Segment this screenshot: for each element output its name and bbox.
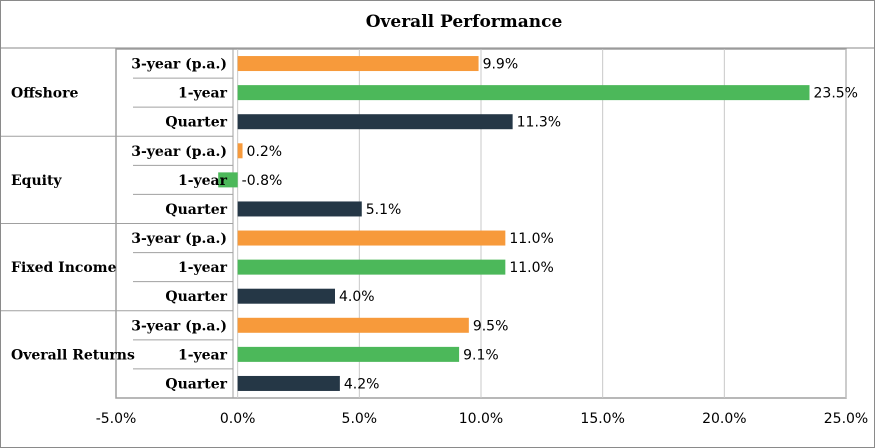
bar-category-label: Quarter [165, 376, 227, 392]
bar-value-label: 11.3% [517, 115, 561, 131]
bar-value-label: 0.2% [247, 144, 283, 160]
gridlines [237, 49, 847, 398]
bar-category-label: 3-year (p.a.) [131, 318, 227, 334]
chart-frame-lines [1, 47, 874, 399]
bar-category-label: 1-year [178, 347, 228, 363]
bar-category-label: 3-year (p.a.) [131, 231, 227, 247]
bar-category-label: 1-year [178, 260, 228, 276]
bar [237, 85, 810, 101]
bars [218, 56, 810, 391]
bar-category-label: 3-year (p.a.) [131, 57, 227, 73]
bar-category-label: 3-year (p.a.) [131, 144, 227, 160]
bar-value-label: 9.9% [483, 57, 519, 73]
bar-category-label: 1-year [178, 173, 228, 189]
bar-value-label: 9.5% [473, 318, 509, 334]
bar-category-label: Quarter [165, 115, 227, 131]
bar [237, 201, 362, 217]
bar [218, 172, 238, 188]
group-label: Equity [11, 173, 62, 189]
bar [237, 346, 460, 362]
bar-category-label: Quarter [165, 289, 227, 305]
bar-value-label: 11.0% [509, 231, 553, 247]
labels: 3-year (p.a.) 9.9% 1-year 23.5% Quarter 11.3%… [11, 57, 868, 427]
bar [237, 114, 513, 130]
bar-value-label: 5.1% [366, 202, 402, 218]
group-label: Fixed Income [11, 260, 117, 276]
bar-category-label: Quarter [165, 202, 227, 218]
bar [237, 259, 506, 275]
x-tick-label: 20.0% [702, 411, 746, 427]
bar [237, 230, 506, 246]
group-label: Overall Returns [11, 347, 135, 363]
group-label: Offshore [11, 86, 78, 102]
bar-category-label: 1-year [178, 86, 228, 102]
bar [237, 288, 335, 304]
x-tick-label: 0.0% [220, 411, 256, 427]
x-tick-label: 10.0% [459, 411, 503, 427]
bar-value-label: 11.0% [509, 260, 553, 276]
bar-value-label: 4.2% [344, 376, 380, 392]
bar-value-label: -0.8% [242, 173, 283, 189]
chart-title: Overall Performance [366, 12, 563, 32]
x-tick-label: -5.0% [96, 411, 137, 427]
x-tick-label: 25.0% [824, 411, 868, 427]
bar [237, 375, 340, 391]
bar [237, 56, 479, 72]
bar-value-label: 23.5% [814, 86, 858, 102]
x-tick-label: 15.0% [580, 411, 624, 427]
bar [237, 143, 243, 159]
bar [237, 317, 469, 333]
bar-value-label: 9.1% [463, 347, 499, 363]
bar-value-label: 4.0% [339, 289, 375, 305]
x-tick-label: 5.0% [342, 411, 378, 427]
